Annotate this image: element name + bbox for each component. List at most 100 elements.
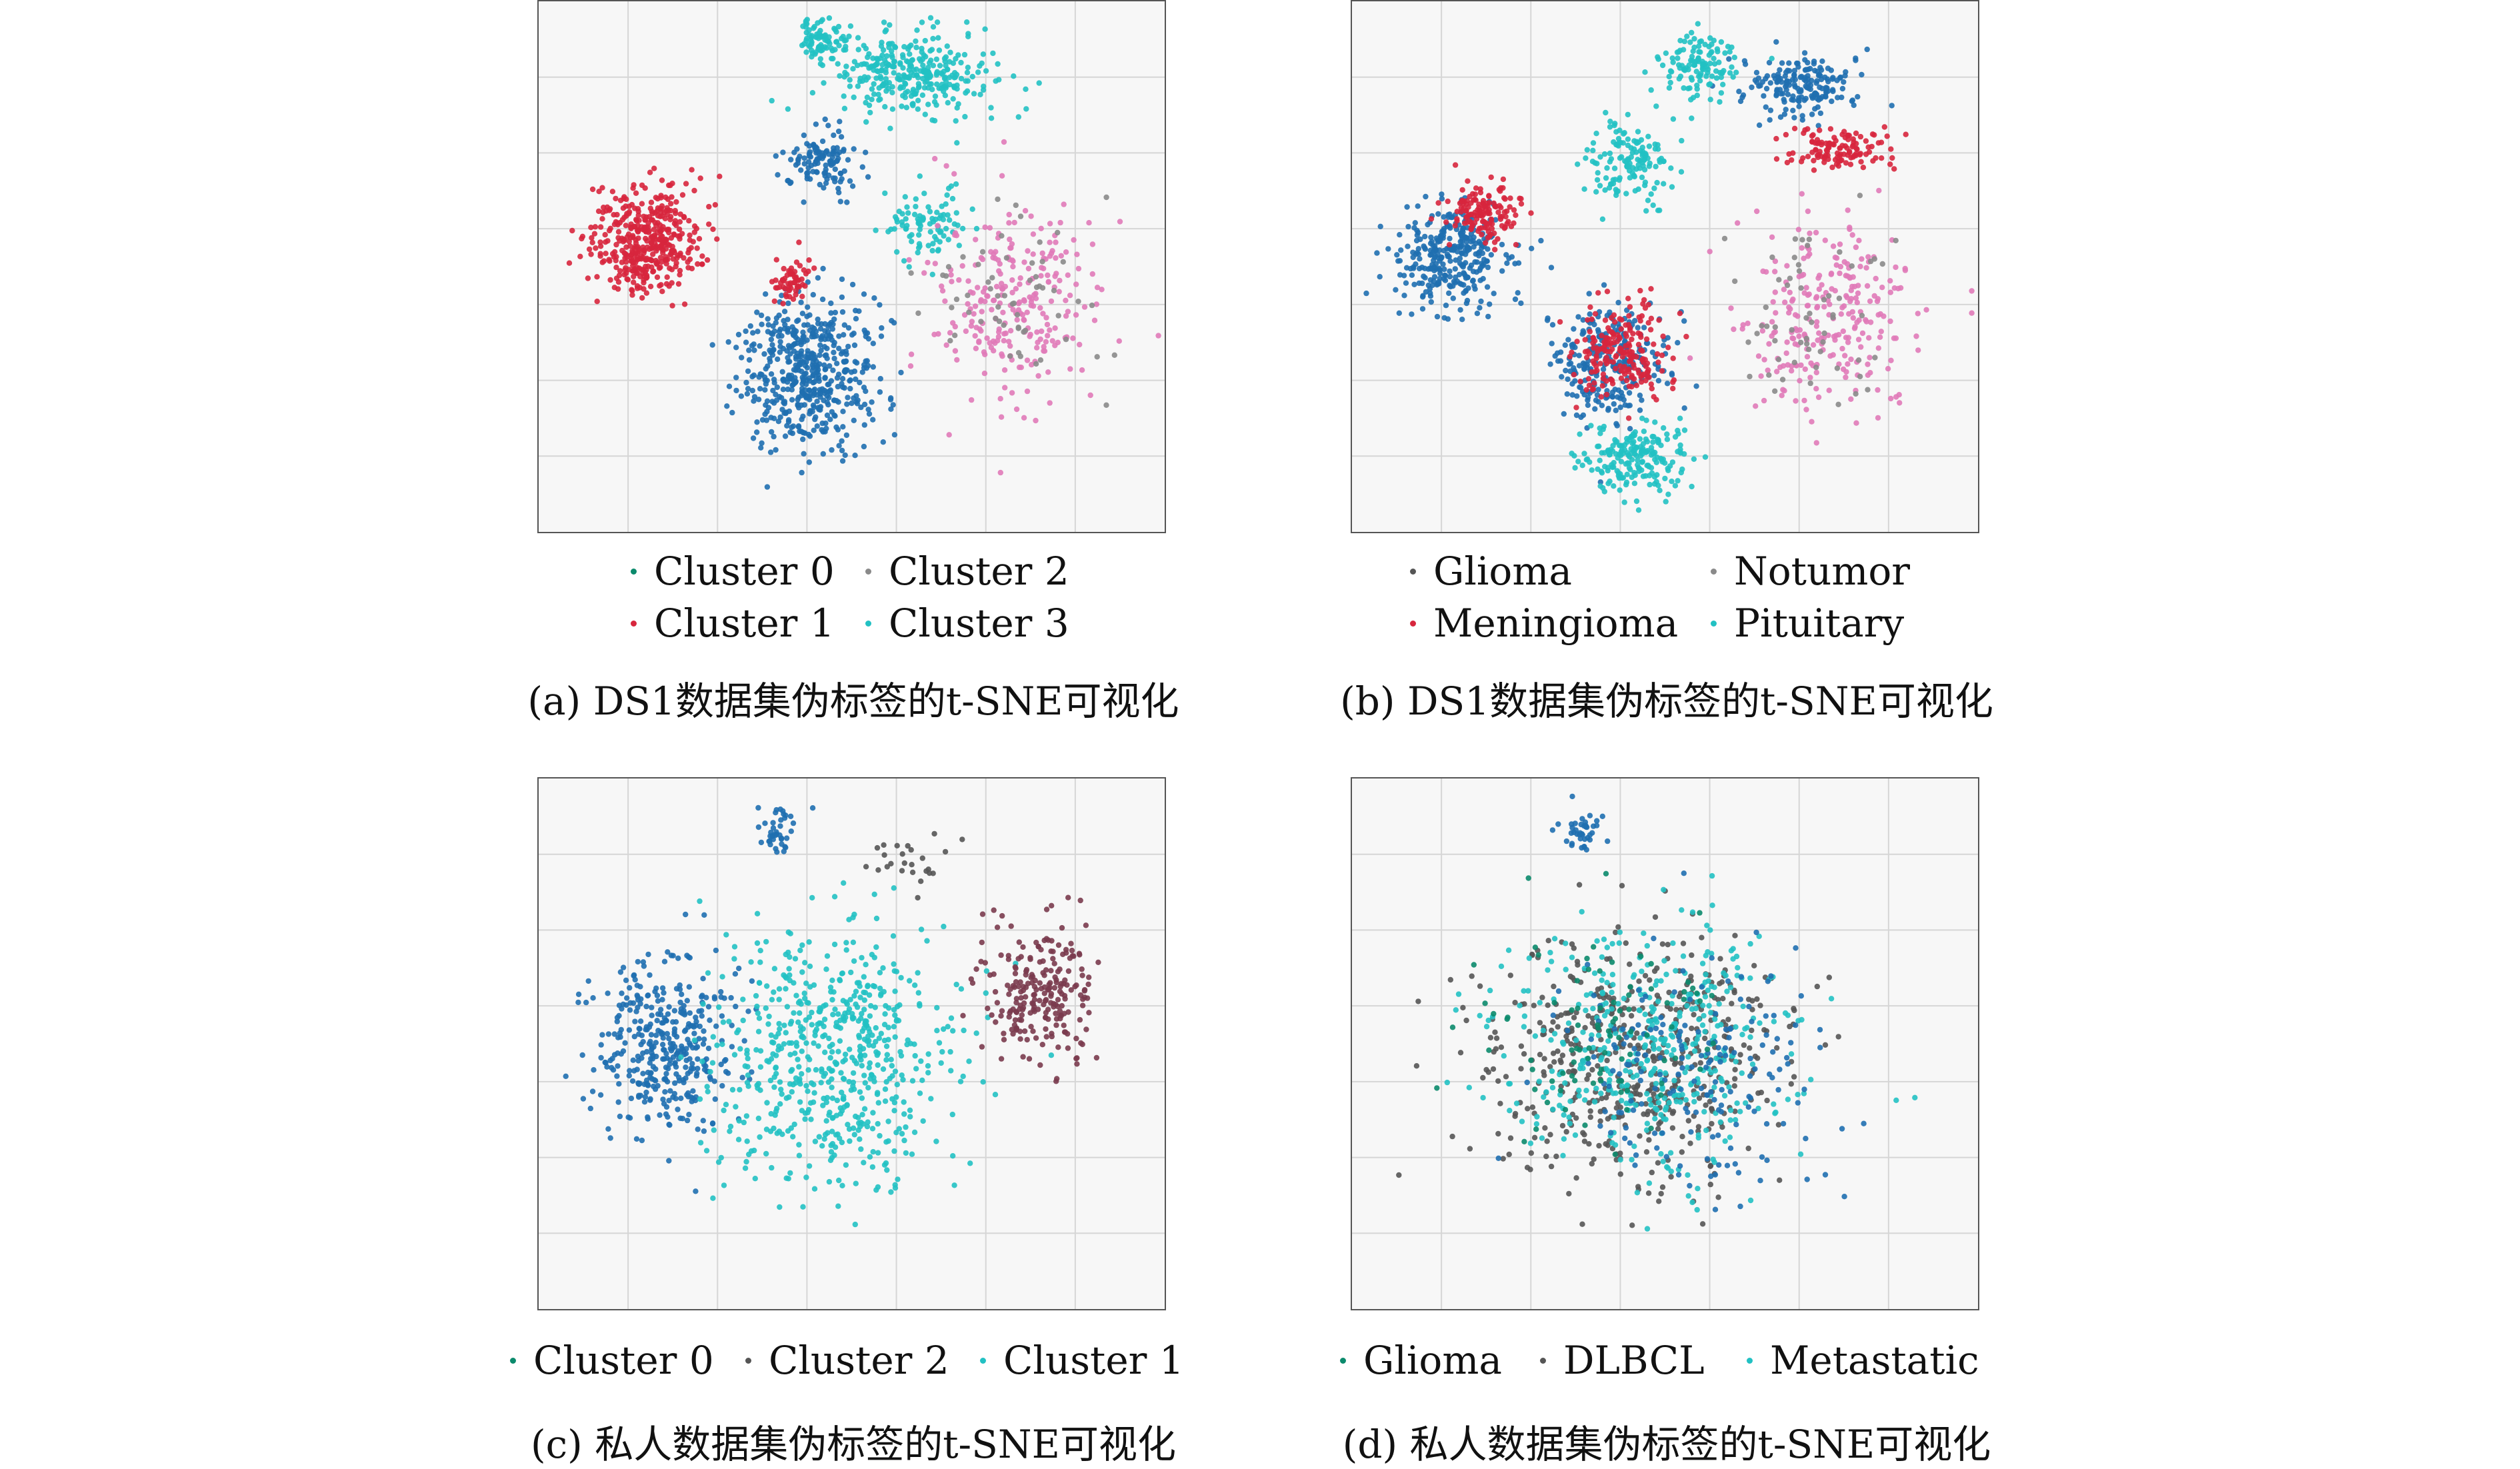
scatter-point: [1779, 60, 1785, 65]
scatter-point: [838, 199, 843, 204]
scatter-point: [893, 1185, 898, 1190]
scatter-point: [727, 384, 732, 389]
scatter-point: [1648, 286, 1653, 291]
scatter-point: [1626, 415, 1631, 421]
scatter-point: [687, 237, 693, 243]
scatter-point: [1029, 362, 1034, 367]
scatter-point: [704, 1148, 709, 1153]
scatter-point: [1870, 158, 1875, 163]
scatter-point: [703, 995, 709, 1000]
scatter-point: [907, 978, 912, 983]
scatter-point: [1703, 455, 1708, 460]
scatter-point: [1638, 374, 1643, 379]
scatter-point: [764, 1058, 769, 1063]
scatter-point: [1489, 226, 1495, 231]
scatter-point: [899, 1053, 904, 1058]
scatter-point: [751, 1148, 757, 1153]
scatter-point: [814, 359, 819, 364]
scatter-point: [818, 56, 823, 61]
scatter-point: [648, 284, 653, 289]
scatter-point: [871, 341, 876, 346]
scatter-point: [785, 178, 790, 183]
scatter-point: [1763, 76, 1768, 81]
scatter-point: [1031, 231, 1036, 237]
scatter-point: [802, 431, 807, 436]
scatter-point: [635, 959, 641, 964]
scatter-point: [1472, 259, 1477, 265]
scatter-point: [1695, 86, 1700, 91]
scatter-point: [1651, 341, 1656, 347]
scatter-point: [771, 377, 777, 382]
scatter-point: [1813, 295, 1819, 301]
scatter-point: [1611, 483, 1616, 489]
scatter-point: [829, 997, 835, 1002]
scatter-point: [764, 417, 769, 423]
scatter-plot-a: [537, 0, 1166, 533]
scatter-point: [861, 385, 867, 390]
scatter-point: [843, 940, 849, 945]
scatter-point: [931, 24, 936, 29]
scatter-point: [885, 1052, 890, 1057]
scatter-point: [1025, 357, 1030, 363]
scatter-point: [714, 237, 719, 242]
scatter-point: [809, 54, 814, 59]
scatter-point: [799, 470, 804, 475]
scatter-point: [1587, 351, 1592, 356]
scatter-point: [785, 379, 790, 385]
scatter-point: [841, 359, 847, 365]
scatter-point: [672, 1008, 677, 1013]
scatter-point: [979, 309, 985, 314]
scatter-point: [795, 397, 800, 402]
scatter-point: [875, 1092, 880, 1097]
scatter-point: [1621, 140, 1626, 145]
scatter-point: [821, 33, 827, 39]
scatter-point: [858, 1146, 863, 1152]
scatter-point: [947, 432, 952, 437]
scatter-point: [1793, 398, 1798, 403]
scatter-point: [833, 167, 838, 172]
scatter-point: [817, 1134, 822, 1139]
scatter-point: [841, 149, 846, 154]
scatter-point: [1685, 86, 1691, 91]
scatter-point: [981, 83, 986, 89]
scatter-point: [628, 226, 633, 231]
scatter-point: [1824, 85, 1829, 91]
scatter-point: [627, 985, 632, 990]
scatter-point: [620, 217, 625, 223]
scatter-point: [800, 437, 805, 442]
scatter-point: [839, 1090, 844, 1095]
scatter-point: [927, 71, 932, 77]
scatter-point: [865, 358, 870, 363]
scatter-point: [673, 1019, 679, 1024]
scatter-point: [1865, 387, 1870, 393]
scatter-point: [865, 1085, 871, 1090]
scatter-point: [1649, 386, 1655, 391]
scatter-point: [1603, 357, 1608, 363]
scatter-point: [1691, 36, 1697, 41]
scatter-point: [946, 185, 951, 191]
scatter-point: [798, 167, 803, 173]
scatter-point: [1394, 252, 1399, 257]
scatter-point: [970, 207, 975, 212]
scatter-point: [754, 429, 759, 435]
scatter-point: [659, 177, 665, 183]
scatter-point: [1037, 239, 1043, 245]
scatter-point: [984, 335, 989, 341]
scatter-point: [1812, 106, 1817, 111]
scatter-point: [1720, 82, 1725, 87]
scatter-point: [618, 969, 623, 974]
scatter-point: [654, 209, 659, 214]
scatter-point: [895, 1082, 900, 1087]
scatter-point: [1616, 470, 1621, 475]
scatter-point: [871, 295, 877, 301]
scatter-point: [1793, 312, 1798, 317]
scatter-point: [1667, 74, 1672, 79]
scatter-point: [941, 233, 946, 239]
scatter-point: [633, 251, 638, 256]
scatter-point: [1689, 115, 1694, 121]
scatter-point: [1607, 479, 1612, 484]
scatter-point: [918, 1058, 923, 1064]
scatter-point: [936, 247, 941, 252]
scatter-point: [784, 348, 789, 353]
scatter-point: [686, 247, 691, 252]
